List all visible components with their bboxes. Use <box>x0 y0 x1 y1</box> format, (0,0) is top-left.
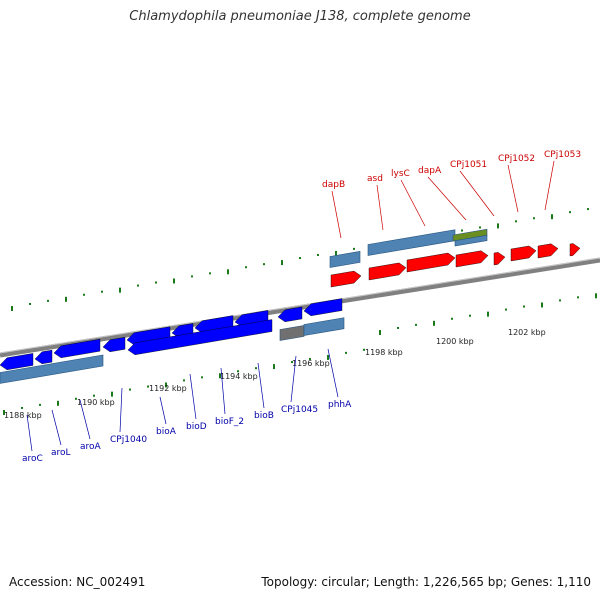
gene-label-leader <box>427 176 467 221</box>
reverse-gene-arrow <box>53 338 101 359</box>
reverse-gene-arrow <box>0 353 34 371</box>
scale-label: 1190 kbp <box>77 398 115 407</box>
gene-label-forward: CPj1051 <box>450 160 487 170</box>
forward-gene-arrow <box>493 252 506 266</box>
gene-label-leader <box>459 170 495 217</box>
forward-gene-arrow <box>368 262 407 281</box>
forward-gene-arrow <box>569 243 581 257</box>
cds-bar <box>279 325 305 341</box>
gene-label-leader <box>507 164 519 213</box>
page-title: Chlamydophila pneumoniae J138, complete … <box>129 9 471 24</box>
gene-label-reverse: aroC <box>22 454 43 464</box>
forward-gene-arrow <box>330 270 362 288</box>
gene-label-reverse: bioB <box>254 411 274 421</box>
cds-bar <box>329 251 361 268</box>
scale-label: 1188 kbp <box>4 411 42 420</box>
gene-label-reverse: CPj1040 <box>110 435 147 445</box>
scale-label: 1194 kbp <box>220 372 258 381</box>
gene-label-forward: dapB <box>322 180 345 190</box>
gene-label-forward: asd <box>367 174 383 184</box>
cds-bar <box>0 354 104 384</box>
cds-bar <box>367 229 456 256</box>
gene-label-forward: CPj1053 <box>544 150 581 160</box>
gene-label-reverse: bioD <box>186 422 207 432</box>
gene-label-reverse: CPj1045 <box>281 405 318 415</box>
scale-label: 1196 kbp <box>292 359 330 368</box>
genome-line-highlight <box>0 257 600 354</box>
scale-label: 1192 kbp <box>149 384 187 393</box>
reverse-gene-arrow <box>127 319 273 356</box>
accession-label: Accession: NC_002491 <box>9 575 146 589</box>
gene-label-leader <box>544 160 555 211</box>
forward-gene-arrow <box>406 252 456 273</box>
topology-label: Topology: circular; Length: 1,226,565 bp… <box>261 575 591 589</box>
gene-label-leader <box>119 387 123 433</box>
gene-label-leader <box>26 414 33 452</box>
scale-label: 1200 kbp <box>436 337 474 346</box>
reverse-gene-arrow <box>34 349 53 365</box>
reverse-gene-arrow <box>303 298 343 317</box>
gene-label-leader <box>400 179 426 227</box>
gene-label-leader <box>327 348 339 398</box>
forward-gene-arrow <box>510 245 537 262</box>
gene-label-forward: CPj1052 <box>498 154 535 164</box>
gene-label-forward: lysC <box>391 169 410 179</box>
gene-label-reverse: aroL <box>51 448 71 458</box>
reverse-gene-arrow <box>277 306 303 323</box>
gene-label-leader <box>290 355 297 403</box>
gene-label-leader <box>257 362 265 409</box>
gene-label-leader <box>189 373 197 420</box>
scale-label: 1202 kbp <box>508 328 546 337</box>
cds-bar <box>303 317 345 336</box>
forward-gene-arrow <box>537 243 559 259</box>
gene-label-leader <box>159 396 167 425</box>
gene-label-reverse: phhA <box>328 400 352 410</box>
misc-feature-bar <box>452 228 488 242</box>
gene-label-reverse: bioA <box>156 427 177 437</box>
gene-label-leader <box>51 409 62 446</box>
gene-label-leader <box>331 190 342 239</box>
forward-gene-arrow <box>455 250 489 268</box>
gene-label-reverse: aroA <box>80 442 102 452</box>
gene-label-forward: dapA <box>418 166 442 176</box>
gene-label-leader <box>376 184 384 231</box>
gene-label-reverse: bioF_2 <box>215 417 244 427</box>
reverse-gene-arrow <box>102 337 126 353</box>
gene-label-leader <box>220 367 226 415</box>
scale-label: 1198 kbp <box>365 348 403 357</box>
gene-label-leader <box>79 399 91 440</box>
